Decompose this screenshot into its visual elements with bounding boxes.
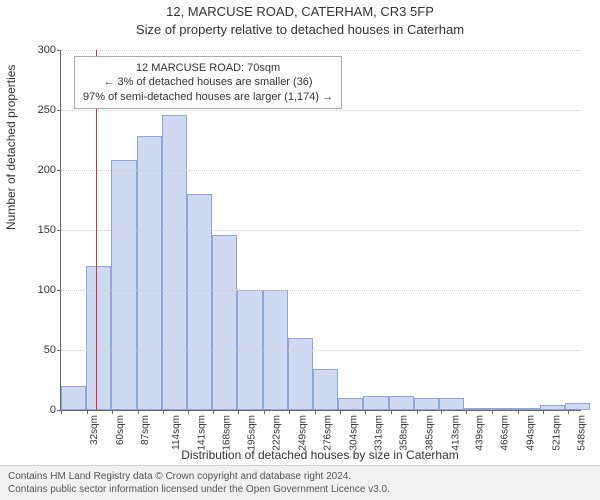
gridline <box>61 350 581 351</box>
gridline <box>61 230 581 231</box>
xtick-label: 276sqm <box>322 415 333 451</box>
xtick-mark <box>543 410 544 414</box>
xtick-mark <box>112 410 113 414</box>
histogram-bar <box>414 398 439 410</box>
histogram-bar <box>162 115 187 410</box>
histogram-bar <box>86 266 111 410</box>
xtick-mark <box>518 410 519 414</box>
xtick-mark <box>340 410 341 414</box>
xtick-label: 195sqm <box>247 415 258 451</box>
ytick-label: 300 <box>26 44 56 56</box>
xtick-label: 494sqm <box>526 415 537 451</box>
ytick-label: 0 <box>26 404 56 416</box>
histogram-bar <box>363 396 388 410</box>
ytick-label: 100 <box>26 284 56 296</box>
gridline <box>61 110 581 111</box>
xtick-label: 141sqm <box>196 415 207 451</box>
xtick-label: 521sqm <box>551 415 562 451</box>
ytick-mark <box>57 170 61 171</box>
y-axis-label: Number of detached properties <box>4 65 18 230</box>
histogram-bar <box>137 136 162 410</box>
xtick-mark <box>365 410 366 414</box>
xtick-mark <box>264 410 265 414</box>
histogram-bar <box>212 235 237 410</box>
footer-line-2: Contains public sector information licen… <box>8 483 592 496</box>
ytick-mark <box>57 110 61 111</box>
ytick-mark <box>57 290 61 291</box>
histogram-bar <box>439 398 464 410</box>
xtick-label: 304sqm <box>349 415 360 451</box>
histogram-bar <box>111 160 136 410</box>
xtick-label: 60sqm <box>115 415 126 445</box>
xtick-label: 439sqm <box>475 415 486 451</box>
xtick-label: 168sqm <box>222 415 233 451</box>
chart-subtitle: Size of property relative to detached ho… <box>0 22 600 37</box>
xtick-mark <box>417 410 418 414</box>
ytick-label: 200 <box>26 164 56 176</box>
ytick-label: 50 <box>26 344 56 356</box>
histogram-bar <box>389 396 414 410</box>
xtick-mark <box>138 410 139 414</box>
xtick-mark <box>568 410 569 414</box>
xtick-mark <box>87 410 88 414</box>
ytick-mark <box>57 230 61 231</box>
xtick-label: 548sqm <box>576 415 587 451</box>
footer-line-1: Contains HM Land Registry data © Crown c… <box>8 470 592 483</box>
xtick-label: 114sqm <box>170 415 181 450</box>
ytick-mark <box>57 50 61 51</box>
histogram-bar <box>61 386 86 410</box>
annotation-box: 12 MARCUSE ROAD: 70sqm← 3% of detached h… <box>74 56 342 109</box>
xtick-label: 32sqm <box>89 415 100 445</box>
annotation-line: 12 MARCUSE ROAD: 70sqm <box>83 61 333 75</box>
xtick-mark <box>492 410 493 414</box>
xtick-label: 413sqm <box>450 415 461 451</box>
xtick-label: 87sqm <box>140 415 151 445</box>
xtick-mark <box>163 410 164 414</box>
xtick-mark <box>61 410 62 414</box>
histogram-bar <box>288 338 313 410</box>
histogram-bar <box>464 408 489 410</box>
xtick-mark <box>466 410 467 414</box>
xtick-label: 358sqm <box>399 415 410 451</box>
x-axis-label: Distribution of detached houses by size … <box>60 448 580 462</box>
xtick-label: 466sqm <box>500 415 511 451</box>
xtick-mark <box>441 410 442 414</box>
xtick-label: 222sqm <box>272 415 283 451</box>
xtick-label: 249sqm <box>297 415 308 451</box>
xtick-mark <box>188 410 189 414</box>
chart-title: 12, MARCUSE ROAD, CATERHAM, CR3 5FP <box>0 4 600 19</box>
xtick-label: 331sqm <box>374 415 385 451</box>
gridline <box>61 290 581 291</box>
gridline <box>61 50 581 51</box>
annotation-line: 97% of semi-detached houses are larger (… <box>83 90 333 104</box>
xtick-label: 385sqm <box>424 415 435 451</box>
histogram-bar <box>565 403 590 410</box>
histogram-bar <box>338 398 363 410</box>
annotation-line: ← 3% of detached houses are smaller (36) <box>83 75 333 89</box>
ytick-label: 250 <box>26 104 56 116</box>
xtick-mark <box>315 410 316 414</box>
ytick-label: 150 <box>26 224 56 236</box>
histogram-bar <box>313 369 338 410</box>
xtick-mark <box>238 410 239 414</box>
histogram-bar <box>187 194 212 410</box>
xtick-mark <box>213 410 214 414</box>
gridline <box>61 170 581 171</box>
chart-container: 12, MARCUSE ROAD, CATERHAM, CR3 5FP Size… <box>0 0 600 500</box>
xtick-mark <box>391 410 392 414</box>
ytick-mark <box>57 350 61 351</box>
xtick-mark <box>289 410 290 414</box>
footer: Contains HM Land Registry data © Crown c… <box>0 465 600 500</box>
